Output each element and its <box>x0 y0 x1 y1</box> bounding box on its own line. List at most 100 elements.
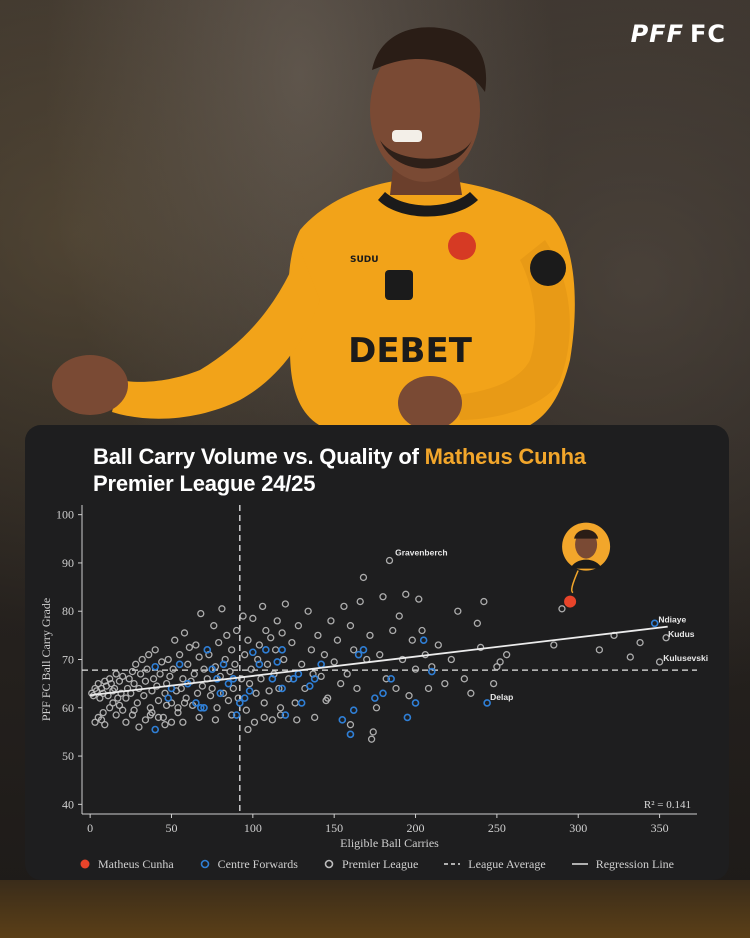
premier-league-point <box>223 631 231 640</box>
premier-league-point <box>260 713 268 722</box>
premier-league-point <box>626 653 634 661</box>
premier-league-point <box>119 672 127 681</box>
premier-league-point <box>192 641 200 649</box>
premier-league-point <box>267 634 275 642</box>
premier-league-point <box>169 665 177 673</box>
legend-marker-pl <box>324 859 334 869</box>
centre-forward-point <box>428 667 436 676</box>
premier-league-point <box>175 651 184 659</box>
premier-league-point <box>257 675 265 683</box>
premier-league-point <box>119 706 127 714</box>
premier-league-point <box>392 684 400 693</box>
centre-forward-point <box>151 662 160 671</box>
premier-league-point <box>294 622 303 630</box>
premier-league-point <box>130 679 138 688</box>
centre-forward-point <box>216 689 225 698</box>
centre-forward-point <box>278 684 286 693</box>
premier-league-point <box>372 704 381 712</box>
premier-league-point <box>145 651 153 659</box>
x-tick-label: 100 <box>244 821 262 835</box>
premier-league-point <box>258 602 267 611</box>
chart-title-line1: Ball Carry Volume vs. Quality of Matheus… <box>93 443 586 470</box>
centre-forward-point <box>483 699 491 707</box>
centre-forward-point <box>650 619 659 628</box>
sponsor-text: DEBET <box>348 331 473 371</box>
premier-league-point <box>415 595 423 603</box>
y-tick-label: 60 <box>62 701 74 715</box>
premier-league-point <box>268 716 277 724</box>
premier-league-point <box>276 711 285 719</box>
premier-league-point <box>350 646 358 654</box>
premier-league-point <box>255 641 263 649</box>
premier-league-point <box>447 655 455 664</box>
premier-league-point <box>125 675 133 683</box>
premier-league-point <box>262 626 270 635</box>
cunha-point <box>564 595 577 608</box>
premier-league-point <box>366 631 374 640</box>
centre-forward-point <box>317 660 325 669</box>
premier-league-point <box>389 626 397 635</box>
premier-league-point <box>149 675 158 683</box>
centre-forward-point <box>387 675 395 683</box>
premier-league-point <box>179 675 187 683</box>
premier-league-point <box>291 699 299 707</box>
centre-forward-point <box>289 675 298 683</box>
premier-league-point <box>115 701 124 710</box>
annotation-label: Ndiaye <box>658 614 686 624</box>
legend-marker-cf <box>200 859 209 869</box>
premier-league-point <box>271 646 280 654</box>
centre-forward-point <box>224 679 233 688</box>
premier-league-point <box>496 658 504 666</box>
premier-league-point <box>174 708 182 717</box>
x-tick-label: 350 <box>651 821 669 835</box>
premier-league-point <box>151 646 159 654</box>
y-tick-label: 90 <box>62 556 74 570</box>
premier-league-point <box>265 687 273 695</box>
premier-league-point <box>385 556 394 565</box>
premier-league-point <box>229 684 237 693</box>
centre-forward-point <box>208 665 216 673</box>
premier-league-point <box>166 672 174 681</box>
premier-league-point <box>395 612 403 620</box>
cunha-headshot-shirt <box>570 559 603 569</box>
premier-league-point <box>242 706 250 714</box>
premier-league-point <box>247 665 255 673</box>
premier-league-point <box>99 708 107 717</box>
premier-league-point <box>467 689 475 697</box>
premier-league-point <box>353 684 361 693</box>
premier-league-point <box>154 696 163 705</box>
premier-league-point <box>379 593 387 601</box>
premier-league-point <box>219 689 228 697</box>
centre-forward-point <box>278 646 286 654</box>
premier-league-point <box>454 607 462 615</box>
premier-league-point <box>195 713 203 722</box>
premier-league-point <box>284 675 293 683</box>
premier-league-point <box>293 716 301 724</box>
premier-league-point <box>141 716 150 724</box>
premier-league-point <box>210 622 218 630</box>
premier-league-point <box>101 721 109 729</box>
legend-item-cunha: Matheus Cunha <box>80 857 174 872</box>
premier-league-point <box>473 619 482 627</box>
premier-league-point <box>143 665 151 673</box>
premier-league-point <box>159 713 167 722</box>
premier-league-point <box>493 663 501 671</box>
premier-league-point <box>460 675 468 683</box>
premier-league-point <box>418 626 426 635</box>
annotation-label: Kudus <box>668 629 695 639</box>
premier-league-point <box>106 675 114 683</box>
premier-league-point <box>502 651 511 659</box>
premier-league-point <box>311 713 319 722</box>
premier-league-point <box>241 651 249 659</box>
premier-league-point <box>146 704 154 712</box>
premier-league-point <box>154 713 163 722</box>
bottom-strip <box>0 880 750 938</box>
centre-forward-point <box>349 706 358 714</box>
premier-league-point <box>195 653 203 661</box>
premier-league-point <box>441 679 449 688</box>
premier-league-point <box>109 699 117 707</box>
premier-league-point <box>276 704 285 712</box>
premier-league-point <box>428 663 436 671</box>
centre-forward-point <box>255 660 264 669</box>
